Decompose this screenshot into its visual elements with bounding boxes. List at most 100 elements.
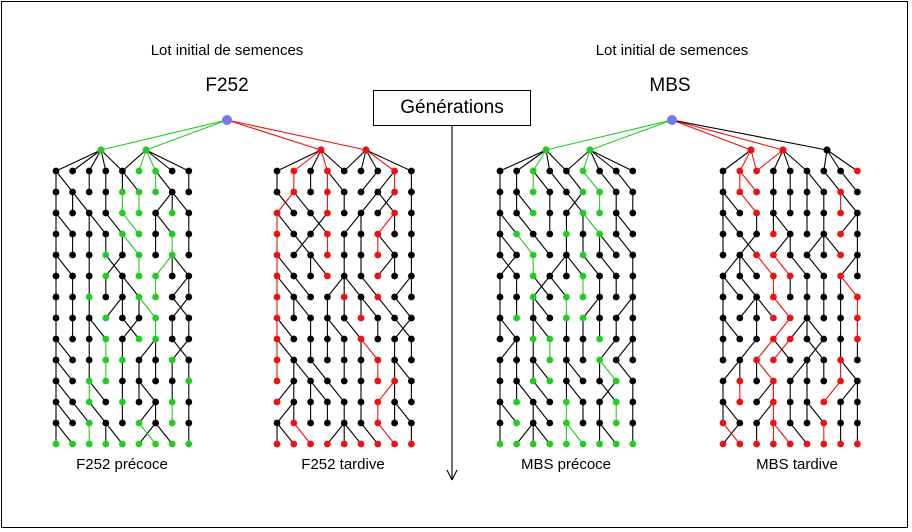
- f252-early-plant-dot: [152, 335, 160, 343]
- f252-early-plant-dot: [119, 251, 126, 259]
- mbs-late-plant-dot: [770, 419, 777, 427]
- f252-early-gen-link: [155, 170, 173, 193]
- mbs-early-plant-dot: [496, 377, 504, 385]
- mbs-late-gen-link: [772, 254, 791, 277]
- f252-early-plant-dot: [69, 251, 76, 259]
- f252-late-plant-dot: [273, 293, 281, 301]
- mbs-late-plant-dot: [854, 440, 861, 448]
- f252-late-plant-dot: [391, 377, 398, 385]
- f252-early-plant-dot: [102, 230, 110, 238]
- f252-late-plant-dot: [374, 356, 382, 364]
- mbs-late-parent-dot: [779, 146, 787, 154]
- mbs-early-plant-dot: [513, 440, 520, 448]
- f252-late-gen-link: [365, 149, 412, 172]
- mbs-early-plant-dot: [579, 167, 587, 175]
- mbs-early-plant-dot: [596, 167, 603, 175]
- f252-late-plant-dot: [290, 314, 298, 322]
- f252-late-plant-dot: [290, 167, 298, 175]
- f252-early-gen-link: [171, 338, 190, 361]
- f252-late-gen-link: [293, 296, 312, 319]
- f252-late-gen-link: [326, 380, 345, 403]
- f252-late-plant-dot: [324, 335, 331, 343]
- mbs-early-gen-link: [582, 212, 601, 235]
- f252-early-plant-dot: [152, 377, 160, 385]
- f252-late-gen-link: [377, 296, 396, 319]
- mbs-late-gen-link: [806, 233, 825, 256]
- mbs-late-plant-dot: [770, 188, 777, 196]
- mbs-late-plant-dot: [820, 356, 828, 364]
- f252-late-plant-dot: [307, 293, 314, 301]
- f252-early-gen-link: [121, 212, 140, 235]
- mbs-early-plant-dot: [513, 188, 520, 196]
- mbs-late-plant-dot: [719, 167, 727, 175]
- mbs-late-plant-dot: [719, 398, 727, 406]
- f252-late-plant-dot: [324, 356, 331, 364]
- f252-late-gen-link: [276, 254, 295, 277]
- mbs-early-plant-dot: [579, 293, 587, 301]
- mbs-late-plant-dot: [786, 335, 794, 343]
- mbs-late-plant-dot: [770, 314, 777, 322]
- f252-late-gen-link: [310, 149, 322, 172]
- mbs-late-gen-link: [772, 338, 791, 361]
- f252-early-plant-dot: [119, 314, 126, 322]
- mbs-early-plant-dot: [563, 419, 570, 427]
- f252-late-plant-dot: [273, 314, 281, 322]
- generations-arrow-head: [446, 469, 453, 481]
- f252-early-plant-dot: [52, 440, 60, 448]
- f252-early-gen-link: [122, 149, 147, 172]
- mbs-early-plant-dot: [496, 398, 504, 406]
- mbs-late-plant-dot: [803, 230, 811, 238]
- f252-late-plant-dot: [290, 440, 298, 448]
- f252-early-plant-dot: [152, 251, 160, 259]
- f252-late-plant-dot: [273, 356, 281, 364]
- f252-early-plant-dot: [168, 167, 176, 175]
- mbs-late-plant-dot: [854, 251, 861, 259]
- f252-late-plant-dot: [273, 230, 281, 238]
- mbs-late-gen-link: [840, 170, 858, 193]
- f252-early-plant-dot: [69, 230, 76, 238]
- mbs-late-plant-dot: [719, 272, 727, 280]
- mbs-early-plant-dot: [546, 419, 554, 427]
- mbs-early-plant-dot: [546, 272, 554, 280]
- mbs-late-plant-dot: [753, 230, 760, 238]
- f252-early-plant-dot: [119, 167, 126, 175]
- f252-early-plant-dot: [168, 440, 176, 448]
- mbs-late-plant-dot: [837, 272, 844, 280]
- f252-late-gen-link: [310, 254, 328, 277]
- f252-early-gen-link: [105, 212, 123, 235]
- f252-early-plant-dot: [69, 377, 76, 385]
- f252-late-plant-dot: [374, 440, 382, 448]
- f252-late-parent-dot: [362, 146, 370, 154]
- mbs-early-gen-link: [516, 233, 534, 256]
- mbs-early-plant-dot: [612, 356, 620, 364]
- f252-late-plant-dot: [290, 377, 298, 385]
- f252-early-plant-dot: [85, 356, 93, 364]
- mbs-late-plant-dot: [719, 251, 727, 259]
- f252-late-gen-link: [377, 191, 396, 214]
- mbs-early-plant-dot: [529, 188, 537, 196]
- f252-early-plant-dot: [185, 335, 193, 343]
- f252-late-plant-dot: [340, 356, 348, 364]
- mbs-early-plant-dot: [629, 188, 637, 196]
- f252-early-plant-dot: [52, 419, 60, 427]
- mbs-late-gen-link: [806, 338, 825, 361]
- mbs-late-gen-link: [756, 359, 774, 382]
- mbs-early-gen-link: [589, 149, 601, 172]
- f252-late-plant-dot: [374, 419, 382, 427]
- mbs-late-plant-dot: [770, 272, 777, 280]
- f252-late-gen-link: [394, 317, 412, 340]
- mbs-late-gen-link: [772, 317, 791, 340]
- f252-early-plant-dot: [52, 251, 60, 259]
- f252-late-plant-dot: [357, 398, 365, 406]
- mbs-late-gen-link: [806, 254, 825, 277]
- mbs-early-plant-dot: [596, 314, 603, 322]
- mbs-late-plant-dot: [770, 230, 777, 238]
- f252-late-plant-dot: [391, 188, 398, 196]
- f252-late-plant-dot: [374, 398, 382, 406]
- f252-early-plant-dot: [152, 314, 160, 322]
- mbs-early-gen-link: [582, 296, 601, 319]
- mbs-early-plant-dot: [629, 419, 637, 427]
- mbs-late-plant-dot: [854, 314, 861, 322]
- mbs-late-plant-dot: [770, 398, 777, 406]
- f252-early-plant-dot: [185, 440, 193, 448]
